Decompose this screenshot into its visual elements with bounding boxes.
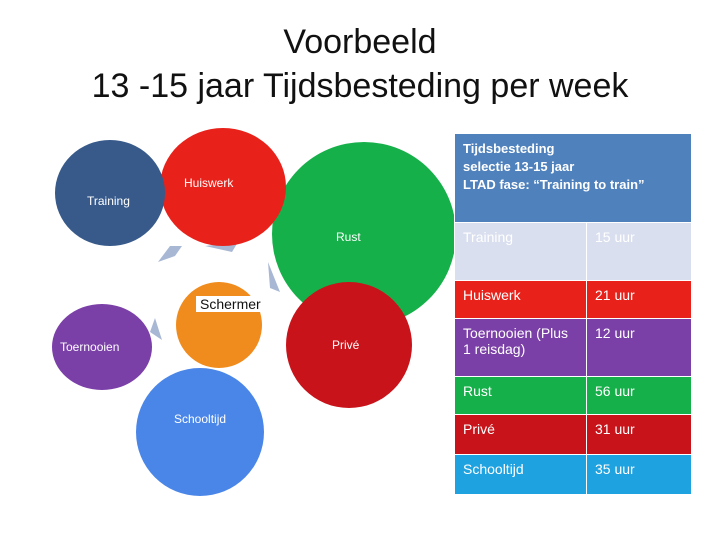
header-line-2: selectie 13-15 jaar <box>463 159 575 174</box>
circle-huiswerk: Huiswerk <box>160 128 286 246</box>
arrow-4 <box>150 318 162 340</box>
cell-activity: Privé <box>454 414 587 455</box>
table-row: Privé 31 uur <box>454 414 692 455</box>
cell-hours: 12 uur <box>586 318 692 377</box>
label-rust: Rust <box>336 230 361 244</box>
table-row: Training 15 uur <box>454 222 692 281</box>
cell-activity: Huiswerk <box>454 280 587 319</box>
circle-schermer <box>176 282 262 368</box>
cell-activity: Rust <box>454 376 587 415</box>
label-huiswerk: Huiswerk <box>184 176 234 190</box>
table-row: Huiswerk 21 uur <box>454 280 692 319</box>
title-line-1: Voorbeeld <box>283 23 437 61</box>
header-line-3: LTAD fase: “Training to train” <box>463 177 645 192</box>
circle-training: Training <box>55 140 165 246</box>
label-training: Training <box>87 194 130 208</box>
cell-hours: 31 uur <box>586 414 692 455</box>
header-line-1: Tijdsbesteding <box>463 141 555 156</box>
arrow-1 <box>158 246 182 262</box>
cell-hours: 21 uur <box>586 280 692 319</box>
table-row: Schooltijd 35 uur <box>454 454 692 495</box>
cell-hours: 15 uur <box>586 222 692 281</box>
cell-hours: 35 uur <box>586 454 692 495</box>
table-header-cell: Tijdsbesteding selectie 13-15 jaar LTAD … <box>454 133 692 223</box>
cell-activity: Schooltijd <box>454 454 587 495</box>
cell-activity: Toernooien (Plus 1 reisdag) <box>454 318 587 377</box>
title-line-2: 13 -15 jaar Tijdsbesteding per week <box>91 67 629 105</box>
table-header-row: Tijdsbesteding selectie 13-15 jaar LTAD … <box>454 133 692 223</box>
cell-hours: 56 uur <box>586 376 692 415</box>
slide-title: Voorbeeld 13 -15 jaar Tijdsbesteding per… <box>0 20 720 108</box>
circle-prive: Privé <box>286 282 412 408</box>
time-table: Tijdsbesteding selectie 13-15 jaar LTAD … <box>454 133 692 495</box>
label-schooltijd: Schooltijd <box>174 412 227 426</box>
table-row: Rust 56 uur <box>454 376 692 415</box>
label-prive: Privé <box>332 338 360 352</box>
label-toernooien: Toernooien <box>60 340 120 354</box>
circle-schooltijd: Schooltijd <box>136 368 264 496</box>
label-schermer: Schermer <box>196 296 265 312</box>
circle-toernooien: Toernooien <box>52 304 152 390</box>
cell-activity: Training <box>454 222 587 281</box>
arrow-3 <box>268 262 280 292</box>
table-row: Toernooien (Plus 1 reisdag) 12 uur <box>454 318 692 377</box>
